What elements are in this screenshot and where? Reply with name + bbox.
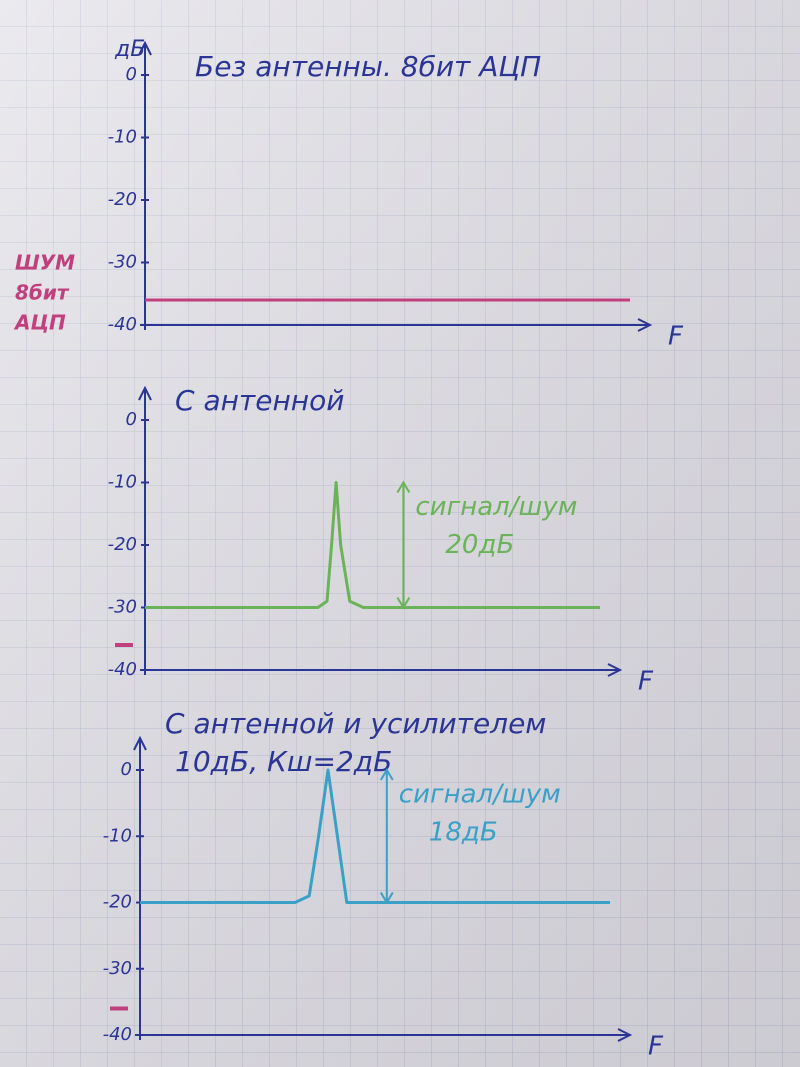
y-axis-arrow: [138, 385, 152, 401]
snr-annotation: сигнал/шум: [415, 492, 577, 522]
y-tick-label: -20: [103, 892, 132, 913]
y-tick-label: -30: [103, 958, 132, 979]
y-axis-arrow: [138, 40, 152, 56]
line-label: ШУМ: [15, 251, 75, 275]
chart-title: Без антенны. 8бит АЦП: [195, 50, 541, 83]
y-tick-label: 0: [126, 64, 137, 85]
y-tick-label: -30: [108, 252, 137, 273]
series-line: [145, 481, 600, 609]
series-line: [140, 768, 610, 904]
snr-arrow-head: [396, 480, 411, 610]
x-axis-arrow: [637, 318, 653, 332]
snr-annotation: 18дБ: [429, 818, 498, 848]
y-tick-label: -40: [103, 1024, 132, 1045]
line-label: 8бит: [15, 281, 70, 305]
chart-title: С антенной и усилителем: [165, 707, 546, 740]
y-tick-label: -40: [108, 314, 137, 335]
snr-arrow-head: [379, 768, 394, 905]
y-tick-label: -20: [108, 189, 137, 210]
chart-title: 10дБ, Кш=2дБ: [175, 745, 392, 778]
line-label: АЦП: [13, 311, 66, 335]
x-axis-label: F: [668, 322, 684, 352]
y-tick-label: 0: [121, 759, 132, 780]
x-axis-label: F: [638, 667, 654, 697]
y-tick-label: -10: [108, 127, 137, 148]
x-axis-arrow: [617, 1028, 633, 1042]
chart-title: С антенной: [175, 384, 344, 417]
x-axis-arrow: [607, 663, 623, 677]
y-tick-label: -40: [108, 659, 137, 680]
y-tick-label: -10: [108, 472, 137, 493]
x-axis-label: F: [648, 1032, 664, 1062]
snr-annotation: 20дБ: [445, 530, 514, 560]
y-tick-label: -10: [103, 825, 132, 846]
y-axis-label: дБ: [114, 37, 145, 62]
y-tick-label: -20: [108, 534, 137, 555]
y-tick-label: -30: [108, 597, 137, 618]
snr-annotation: сигнал/шум: [399, 780, 561, 810]
y-tick-label: 0: [126, 409, 137, 430]
y-axis-arrow: [133, 735, 147, 751]
